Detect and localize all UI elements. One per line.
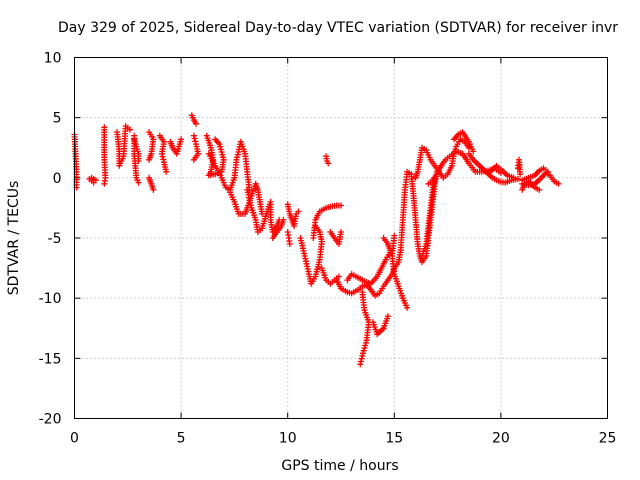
chart-title: Day 329 of 2025, Sidereal Day-to-day VTE… xyxy=(58,20,618,36)
data-point xyxy=(338,202,344,209)
data-point xyxy=(470,148,477,155)
data-point xyxy=(150,186,157,193)
data-point xyxy=(158,150,165,157)
data-point xyxy=(135,158,142,164)
y-tick-label: -10 xyxy=(39,291,62,307)
data-point xyxy=(280,216,287,223)
y-tick-label: -20 xyxy=(39,412,62,428)
data-point xyxy=(286,241,293,247)
data-point xyxy=(517,171,524,178)
y-tick-label: 5 xyxy=(53,111,62,127)
grid-lines xyxy=(74,57,608,419)
data-point xyxy=(146,156,153,163)
x-tick-label: 5 xyxy=(177,431,186,447)
y-tick-label: -15 xyxy=(39,351,62,367)
y-axis-label: SDTVAR / TECUs xyxy=(6,181,22,296)
data-points xyxy=(71,112,562,368)
data-point xyxy=(555,180,562,187)
data-point xyxy=(510,174,517,181)
x-tick-label: 0 xyxy=(70,431,79,447)
data-point xyxy=(404,304,411,311)
data-point xyxy=(160,156,167,163)
data-point xyxy=(335,273,342,280)
x-tick-label: 10 xyxy=(279,431,297,447)
data-point xyxy=(88,174,95,181)
data-point xyxy=(191,135,198,142)
data-point xyxy=(357,361,364,368)
x-tick-label: 20 xyxy=(492,431,510,447)
axes: 0 5 10 15 20 25 -20 -15 -10 -5 0 5 10 xyxy=(39,51,617,447)
data-point xyxy=(159,153,166,160)
plot-frame xyxy=(74,57,608,419)
data-point xyxy=(163,168,170,175)
data-point xyxy=(192,138,199,145)
x-tick-label: 25 xyxy=(599,431,617,447)
y-tick-label: -5 xyxy=(48,231,62,247)
data-point xyxy=(536,186,543,193)
y-tick-label: 0 xyxy=(53,171,62,187)
data-point xyxy=(212,136,219,143)
data-point xyxy=(515,176,521,182)
x-axis-label: GPS time / hours xyxy=(281,458,398,474)
data-point xyxy=(295,208,302,215)
data-point xyxy=(358,355,365,362)
data-point xyxy=(190,156,197,163)
data-point xyxy=(359,352,366,359)
data-point xyxy=(217,146,224,153)
x-tick-label: 15 xyxy=(385,431,403,447)
data-point xyxy=(384,313,391,320)
data-point xyxy=(126,126,133,133)
data-point xyxy=(357,358,364,365)
data-point xyxy=(190,132,197,139)
data-point xyxy=(178,136,185,143)
data-point xyxy=(101,180,108,187)
data-point xyxy=(544,168,551,175)
data-point xyxy=(193,120,199,127)
data-point xyxy=(135,179,142,186)
data-point xyxy=(338,229,344,235)
y-tick-label: 10 xyxy=(44,51,62,67)
data-point xyxy=(325,160,332,167)
